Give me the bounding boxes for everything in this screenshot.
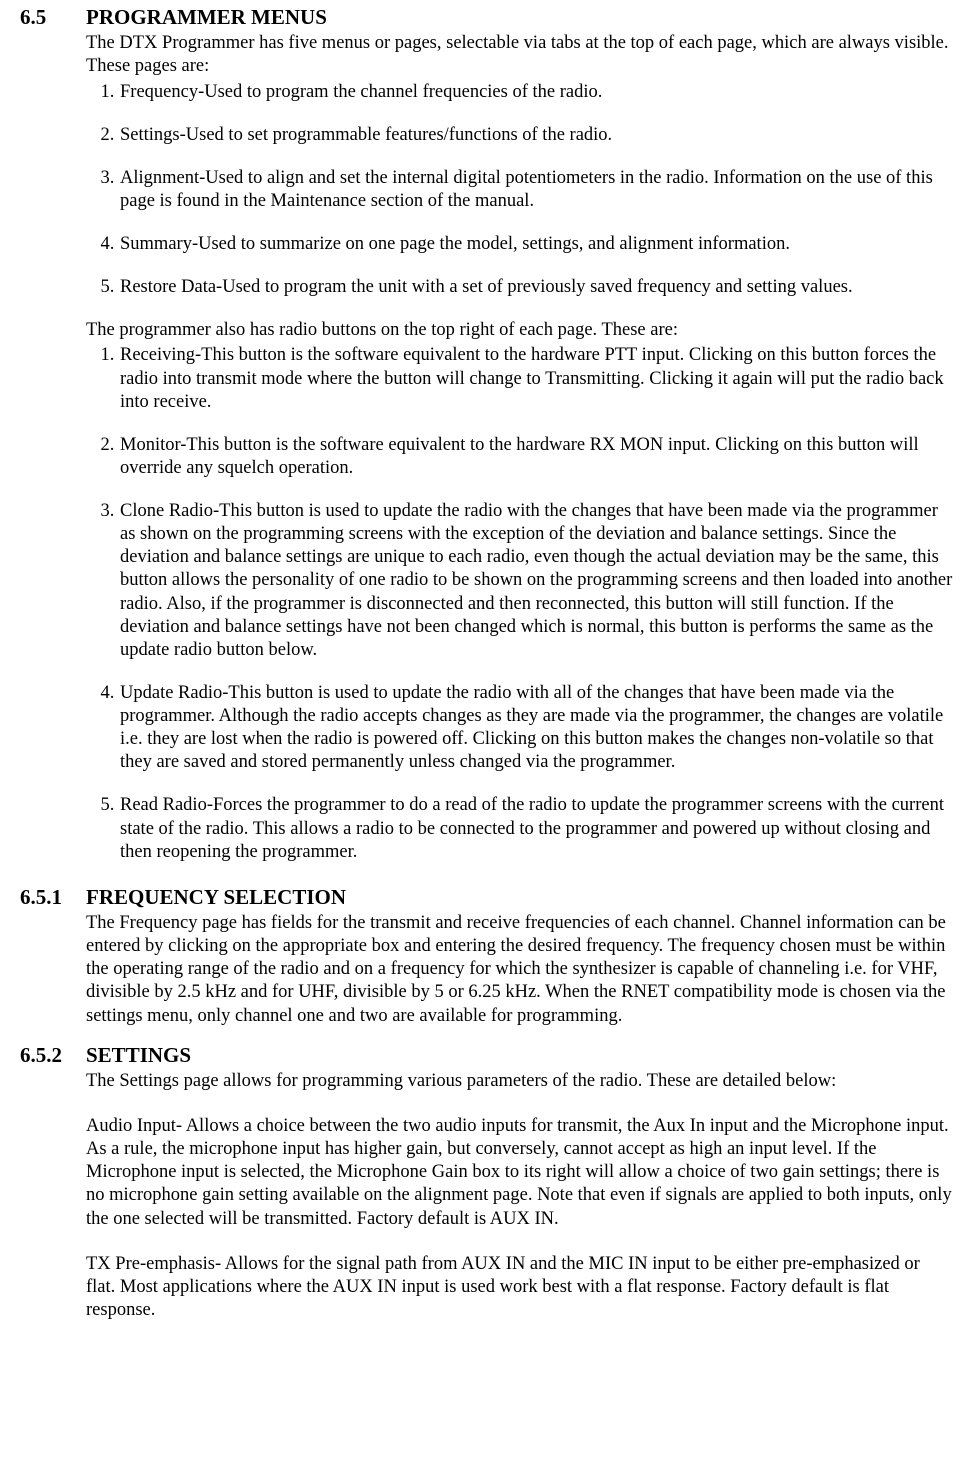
section-6-5-1-body: The Frequency page has fields for the tr…: [86, 912, 953, 1028]
section-6-5-body: The DTX Programmer has five menus or pag…: [86, 32, 953, 864]
spacer: [86, 1233, 953, 1251]
section-title: SETTINGS: [86, 1042, 191, 1068]
section-title: FREQUENCY SELECTION: [86, 884, 346, 910]
list-item: Read Radio-Forces the programmer to do a…: [119, 794, 953, 863]
section-6-5-heading: 6.5 PROGRAMMER MENUS: [20, 4, 953, 30]
list-item: Monitor-This button is the software equi…: [119, 434, 953, 480]
section-6-5-2-heading: 6.5.2 SETTINGS: [20, 1042, 953, 1068]
paragraph: The DTX Programmer has five menus or pag…: [86, 32, 953, 78]
section-number: 6.5: [20, 4, 86, 30]
menu-list: Frequency-Used to program the channel fr…: [86, 81, 953, 300]
spacer: [86, 1095, 953, 1113]
section-title: PROGRAMMER MENUS: [86, 4, 327, 30]
list-item: Alignment-Used to align and set the inte…: [119, 167, 953, 213]
paragraph: The programmer also has radio buttons on…: [86, 319, 953, 342]
list-item: Settings-Used to set programmable featur…: [119, 124, 953, 147]
section-number: 6.5.2: [20, 1042, 86, 1068]
paragraph: Audio Input- Allows a choice between the…: [86, 1115, 953, 1231]
radio-buttons-list: Receiving-This button is the software eq…: [86, 344, 953, 863]
section-6-5-1-heading: 6.5.1 FREQUENCY SELECTION: [20, 884, 953, 910]
section-6-5-2-body: The Settings page allows for programming…: [86, 1070, 953, 1322]
paragraph: TX Pre-emphasis- Allows for the signal p…: [86, 1253, 953, 1322]
list-item: Restore Data-Used to program the unit wi…: [119, 276, 953, 299]
list-item: Receiving-This button is the software eq…: [119, 344, 953, 413]
paragraph: The Settings page allows for programming…: [86, 1070, 953, 1093]
paragraph: The Frequency page has fields for the tr…: [86, 912, 953, 1028]
list-item: Clone Radio-This button is used to updat…: [119, 500, 953, 662]
list-item: Summary-Used to summarize on one page th…: [119, 233, 953, 256]
list-item: Frequency-Used to program the channel fr…: [119, 81, 953, 104]
list-item: Update Radio-This button is used to upda…: [119, 682, 953, 775]
section-number: 6.5.1: [20, 884, 86, 910]
